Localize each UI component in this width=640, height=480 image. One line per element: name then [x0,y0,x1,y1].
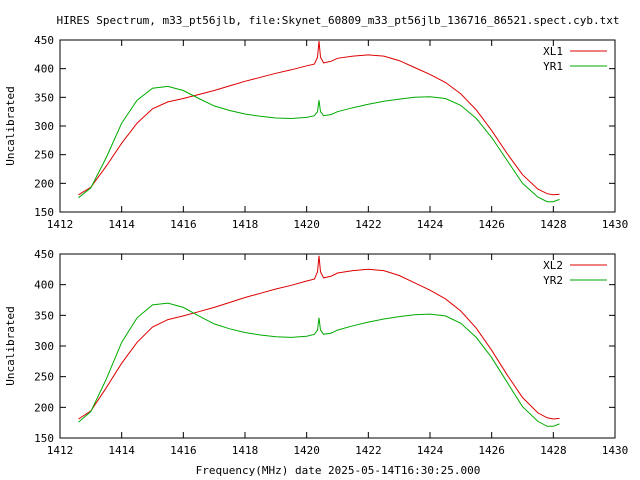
x-tick-label: 1412 [47,444,74,457]
x-tick-label: 1428 [540,444,567,457]
x-tick-label: 1426 [478,444,505,457]
x-tick-label: 1428 [540,218,567,231]
plot-frame [59,253,616,439]
x-tick-label: 1416 [170,444,197,457]
y-tick-label: 350 [34,309,54,322]
y-tick-label: 400 [34,279,54,292]
x-tick-label: 1430 [602,218,629,231]
x-tick-label: 1430 [602,444,629,457]
y-tick-label: 200 [34,177,54,190]
figure-title: HIRES Spectrum, m33_pt56jlb, file:Skynet… [57,14,620,27]
x-tick-label: 1414 [108,218,135,231]
series-line-yr2 [78,302,560,427]
x-tick-label: 1422 [355,444,382,457]
y-tick-label: 450 [34,248,54,261]
y-axis-label: Uncalibrated [4,86,17,165]
y-tick-label: 450 [34,34,54,47]
x-tick-label: 1414 [108,444,135,457]
y-tick-label: 300 [34,120,54,133]
y-axis-label: Uncalibrated [4,306,17,385]
legend-label: XL2 [543,259,563,272]
series-line-xl1 [78,41,560,196]
series-line-yr1 [78,85,560,203]
x-tick-label: 1422 [355,218,382,231]
plot-frame [59,39,616,213]
x-tick-label: 1420 [293,444,320,457]
x-tick-label: 1412 [47,218,74,231]
legend-label: YR1 [543,60,563,73]
chart-panel-1: 1412 1414 1416 1418 1420 1422 1424 1426 1428 1430… [4,34,628,231]
x-tick-label: 1418 [232,444,259,457]
x-axis-label: Frequency(MHz) date 2025-05-14T16:30:25.… [196,464,481,477]
x-tick-label: 1424 [417,218,444,231]
y-tick-label: 350 [34,91,54,104]
legend-label: YR2 [543,274,563,287]
x-tick-label: 1424 [417,444,444,457]
y-tick-label: 250 [34,371,54,384]
x-tick-label: 1426 [478,218,505,231]
y-tick-label: 200 [34,401,54,414]
x-tick-label: 1416 [170,218,197,231]
x-tick-label: 1420 [293,218,320,231]
series-line-xl2 [78,255,560,420]
chart-panel-2: 1412 1414 1416 1418 1420 1422 1424 1426 1428 1430… [4,248,628,457]
y-tick-label: 150 [34,432,54,445]
x-tick-label: 1418 [232,218,259,231]
y-tick-label: 250 [34,149,54,162]
y-tick-label: 300 [34,340,54,353]
legend-label: XL1 [543,45,563,58]
y-tick-label: 400 [34,63,54,76]
y-tick-label: 150 [34,206,54,219]
